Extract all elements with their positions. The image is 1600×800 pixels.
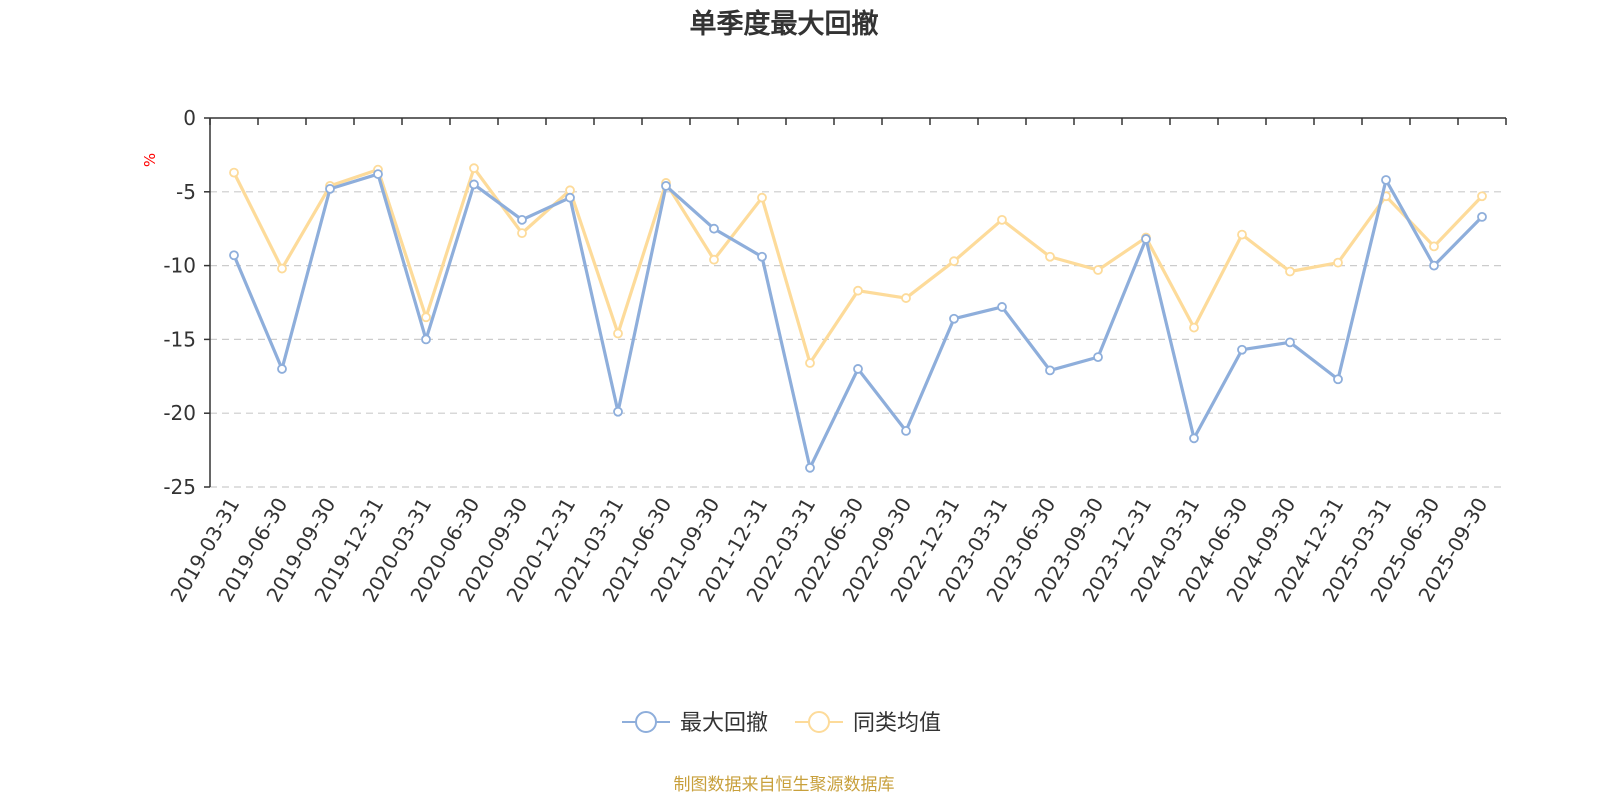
data-point[interactable] (421, 334, 431, 345)
data-point[interactable] (1045, 251, 1055, 262)
data-point[interactable] (709, 254, 719, 265)
legend-circle-icon (635, 711, 657, 733)
y-tick-label: -10 (163, 254, 196, 278)
data-point[interactable] (805, 358, 815, 368)
data-point[interactable] (517, 214, 527, 225)
data-point[interactable] (421, 312, 431, 323)
data-point[interactable] (853, 285, 863, 296)
data-point[interactable] (1333, 257, 1343, 268)
legend-circle-icon (808, 711, 830, 733)
data-point[interactable] (805, 462, 815, 473)
data-point[interactable] (517, 228, 527, 239)
source-note: 制图数据来自恒生聚源数据库 (674, 775, 895, 795)
data-point[interactable] (469, 163, 479, 174)
series-line (232, 172, 1484, 470)
data-point[interactable] (1237, 229, 1247, 240)
data-point[interactable] (757, 192, 767, 203)
y-axis-unit-label: % (141, 153, 159, 167)
data-point[interactable] (277, 364, 287, 374)
y-tick-label: -20 (163, 401, 196, 425)
y-tick-label: -15 (163, 327, 196, 351)
legend-label: 同类均值 (853, 711, 941, 736)
legend-item-1[interactable]: 最大回撤 (622, 711, 768, 736)
data-point[interactable] (1093, 352, 1103, 363)
legend-item-2[interactable]: 同类均值 (795, 711, 941, 736)
data-point[interactable] (949, 256, 959, 267)
data-point[interactable] (1477, 191, 1487, 202)
data-point[interactable] (1237, 344, 1247, 355)
data-point[interactable] (1285, 266, 1295, 277)
data-point[interactable] (229, 250, 239, 261)
data-point[interactable] (709, 223, 719, 234)
series-1 (229, 169, 1487, 473)
data-point[interactable] (901, 293, 911, 303)
y-tick-label: -25 (163, 475, 196, 499)
data-point[interactable] (757, 251, 767, 262)
data-point[interactable] (613, 406, 623, 417)
data-point[interactable] (373, 169, 383, 179)
data-point[interactable] (949, 313, 959, 324)
axes: 0-5-10-15-20-252019-03-312019-06-302019-… (163, 106, 1507, 606)
data-point[interactable] (1285, 337, 1295, 348)
data-point[interactable] (229, 167, 239, 178)
data-point[interactable] (1189, 322, 1199, 333)
data-point[interactable] (1333, 374, 1343, 385)
data-point[interactable] (277, 263, 287, 274)
data-point[interactable] (997, 302, 1007, 312)
data-point[interactable] (1429, 260, 1439, 271)
data-point[interactable] (565, 192, 575, 203)
data-point[interactable] (1189, 433, 1199, 444)
data-point[interactable] (1093, 265, 1103, 275)
data-point[interactable] (661, 180, 671, 191)
data-point[interactable] (1477, 211, 1487, 222)
data-point[interactable] (997, 214, 1007, 225)
data-point[interactable] (1045, 365, 1055, 376)
data-point[interactable] (1429, 241, 1439, 252)
y-tick-label: 0 (183, 106, 196, 130)
grid-lines (210, 191, 1506, 488)
chart-title: 单季度最大回撤 (690, 8, 879, 40)
series-2 (229, 163, 1487, 368)
y-tick-label: -5 (176, 180, 196, 204)
legend-label: 最大回撤 (680, 711, 768, 736)
data-point[interactable] (469, 179, 479, 190)
data-point[interactable] (901, 426, 911, 436)
data-point[interactable] (1141, 234, 1151, 244)
data-point[interactable] (613, 328, 623, 339)
series-lines (229, 163, 1487, 473)
data-point[interactable] (1381, 175, 1391, 185)
data-point[interactable] (853, 364, 863, 374)
legend[interactable]: 最大回撤 同类均值 (622, 711, 941, 736)
data-point[interactable] (325, 183, 335, 194)
